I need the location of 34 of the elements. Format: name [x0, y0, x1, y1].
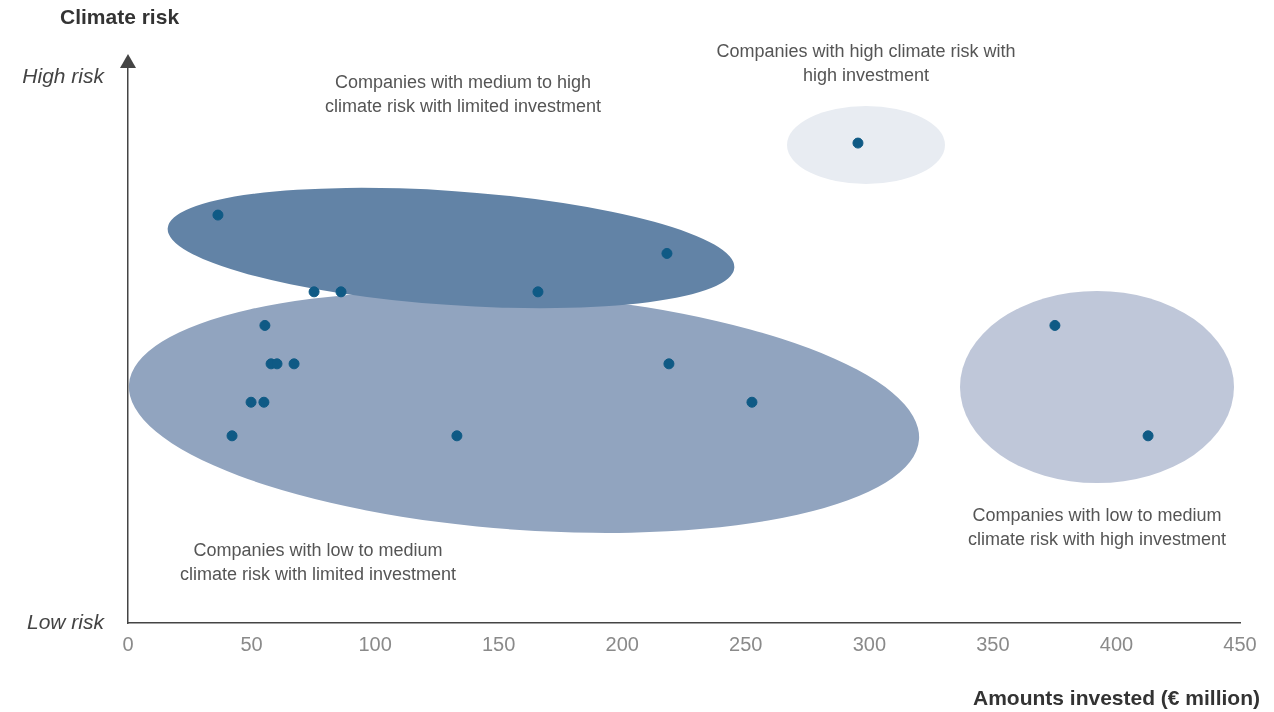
x-tick-label: 250	[729, 632, 763, 655]
x-tick-label: 350	[976, 632, 1010, 655]
point	[451, 430, 463, 442]
x-tick-label: 150	[481, 632, 516, 655]
x-tick-label: 50	[240, 632, 263, 655]
point	[663, 358, 675, 370]
point	[245, 396, 257, 408]
x-axis-title: Amounts invested (€ million)	[972, 686, 1260, 710]
point	[746, 396, 758, 408]
point	[335, 286, 347, 298]
text: Climate risk	[60, 5, 180, 29]
text: Companies with high climate risk with high investment	[716, 40, 1016, 87]
x-tick-label: 100	[358, 632, 392, 655]
text: Low risk	[26, 610, 104, 634]
point	[1142, 430, 1154, 442]
x-tick-label: 450	[1223, 632, 1257, 655]
point	[308, 286, 320, 298]
point	[852, 137, 864, 149]
point	[532, 286, 544, 298]
point	[259, 319, 271, 331]
text: Companies with medium to high climate risk with limited investment	[323, 71, 603, 118]
point	[1049, 319, 1061, 331]
point	[258, 396, 270, 408]
point	[661, 247, 673, 259]
point	[226, 430, 238, 442]
point	[288, 358, 300, 370]
annotation: Companies with low to medium climate risk with limited investment	[178, 539, 458, 586]
x-tick-label: 200	[605, 632, 639, 655]
x-tick-label: 400	[1099, 632, 1134, 655]
x-tick-label: 300	[852, 632, 887, 655]
point	[212, 209, 224, 221]
x-tick-label: 0	[122, 632, 134, 655]
annotation: Companies with low to medium climate risk with high investment	[966, 504, 1228, 551]
text: High risk	[22, 64, 104, 88]
